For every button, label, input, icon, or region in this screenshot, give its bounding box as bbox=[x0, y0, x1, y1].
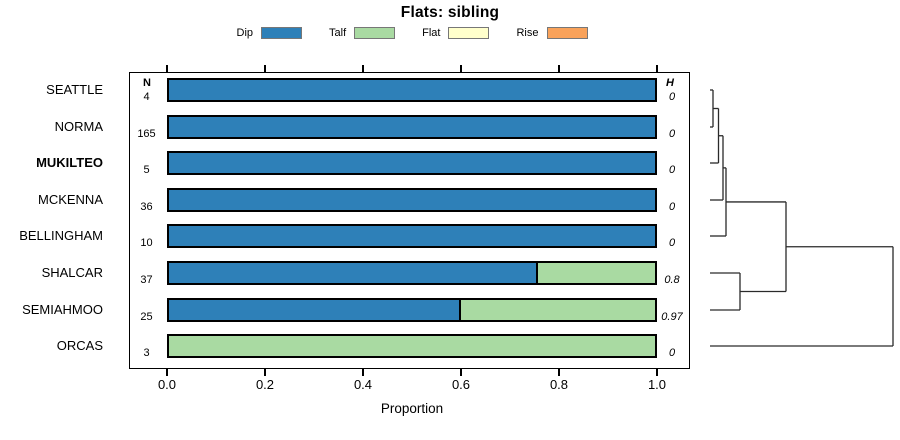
h-value: 0.97 bbox=[661, 311, 683, 323]
bar-mukilteo bbox=[167, 151, 657, 175]
bar-segment-dip bbox=[167, 115, 657, 139]
row-label-orcas: ORCAS bbox=[56, 338, 103, 353]
h-value: 0 bbox=[668, 91, 676, 103]
x-tick-label: 0.8 bbox=[549, 377, 569, 392]
n-value: 37 bbox=[140, 274, 153, 286]
n-value: 3 bbox=[143, 347, 150, 359]
axis-tick-bottom bbox=[558, 369, 560, 376]
n-value: 165 bbox=[137, 128, 156, 140]
row-label-norma: NORMA bbox=[54, 119, 103, 134]
plot-area bbox=[129, 72, 690, 369]
n-value: 25 bbox=[140, 311, 153, 323]
legend-swatch-flat bbox=[448, 26, 490, 39]
x-tick-label: 0.2 bbox=[255, 377, 275, 392]
bar-norma bbox=[167, 115, 657, 139]
bar-segment-dip bbox=[167, 78, 657, 102]
bar-segment-talf bbox=[459, 298, 657, 322]
h-value: 0.8 bbox=[664, 274, 680, 286]
n-value: 36 bbox=[140, 201, 153, 213]
bar-mckenna bbox=[167, 188, 657, 212]
axis-tick-bottom bbox=[460, 369, 462, 376]
bar-segment-dip bbox=[167, 151, 657, 175]
axis-tick-top bbox=[656, 65, 658, 72]
row-label-bellingham: BELLINGHAM bbox=[19, 228, 103, 243]
legend-item-talf: Talf bbox=[329, 26, 396, 40]
row-label-mukilteo: MUKILTEO bbox=[36, 155, 103, 170]
bar-shalcar bbox=[167, 261, 657, 285]
h-value: 0 bbox=[668, 347, 676, 359]
axis-tick-bottom bbox=[166, 369, 168, 376]
x-tick-label: 0.0 bbox=[157, 377, 177, 392]
x-axis-title: Proportion bbox=[380, 401, 444, 416]
bar-segment-talf bbox=[167, 334, 657, 358]
axis-tick-top bbox=[558, 65, 560, 72]
row-label-seattle: SEATTLE bbox=[46, 82, 103, 97]
row-label-semiahmoo: SEMIAHMOO bbox=[22, 302, 103, 317]
h-value: 0 bbox=[668, 164, 676, 176]
h-value: 0 bbox=[668, 237, 676, 249]
legend-swatch-dip bbox=[261, 26, 303, 39]
legend-item-dip: Dip bbox=[237, 26, 303, 40]
bar-segment-dip bbox=[167, 298, 461, 322]
x-tick-label: 1.0 bbox=[647, 377, 667, 392]
legend-label-rise: Rise bbox=[516, 26, 539, 39]
legend-label-dip: Dip bbox=[236, 26, 254, 39]
legend-item-rise: Rise bbox=[516, 26, 588, 40]
h-value: 0 bbox=[668, 201, 676, 213]
bar-segment-dip bbox=[167, 188, 657, 212]
bar-segment-talf bbox=[536, 261, 657, 285]
axis-tick-top bbox=[264, 65, 266, 72]
row-label-shalcar: SHALCAR bbox=[41, 265, 103, 280]
n-value: 10 bbox=[140, 237, 153, 249]
axis-tick-bottom bbox=[264, 369, 266, 376]
x-tick-label: 0.6 bbox=[451, 377, 471, 392]
axis-tick-top bbox=[362, 65, 364, 72]
legend: Dip Talf Flat Rise bbox=[0, 25, 824, 40]
n-value: 5 bbox=[143, 164, 150, 176]
axis-tick-top bbox=[460, 65, 462, 72]
axis-tick-bottom bbox=[656, 369, 658, 376]
h-value: 0 bbox=[668, 128, 676, 140]
axis-tick-top bbox=[166, 65, 168, 72]
axis-tick-bottom bbox=[362, 369, 364, 376]
legend-swatch-talf bbox=[354, 26, 396, 39]
legend-item-flat: Flat bbox=[422, 26, 490, 40]
bar-segment-dip bbox=[167, 224, 657, 248]
bar-seattle bbox=[167, 78, 657, 102]
bar-segment-dip bbox=[167, 261, 538, 285]
chart-title: Flats: sibling bbox=[400, 4, 500, 21]
x-tick-label: 0.4 bbox=[353, 377, 373, 392]
bar-orcas bbox=[167, 334, 657, 358]
bar-semiahmoo bbox=[167, 298, 657, 322]
legend-label-flat: Flat bbox=[422, 26, 441, 39]
row-label-mckenna: MCKENNA bbox=[37, 192, 103, 207]
h-column-header: H bbox=[666, 77, 674, 89]
legend-label-talf: Talf bbox=[329, 26, 347, 39]
legend-swatch-rise bbox=[546, 26, 588, 39]
n-column-header: N bbox=[143, 77, 151, 89]
n-value: 4 bbox=[143, 91, 150, 103]
bar-bellingham bbox=[167, 224, 657, 248]
